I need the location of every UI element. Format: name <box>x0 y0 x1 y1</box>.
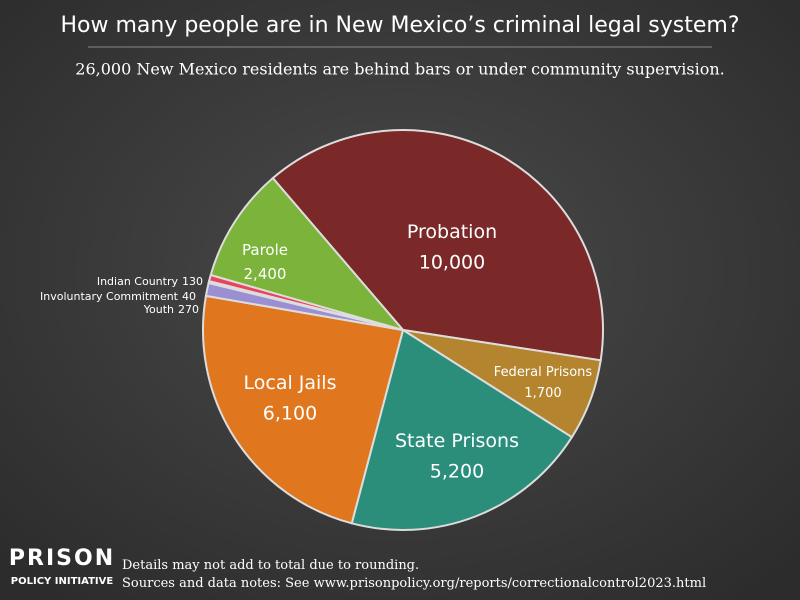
value-label: 6,100 <box>263 402 317 424</box>
value-label: 40 <box>182 290 196 303</box>
category-label: Local Jails <box>244 372 337 394</box>
slice-label: Federal Prisons 1,700 <box>494 365 593 401</box>
category-label: Involuntary Commitment <box>40 290 179 303</box>
chart-subtitle: 26,000 New Mexico residents are behind b… <box>75 60 724 79</box>
footnote: Sources and data notes: See www.prisonpo… <box>122 576 706 591</box>
category-label: Indian Country <box>97 275 179 288</box>
pie-slice <box>271 129 604 362</box>
chart-title: How many people are in New Mexico’s crim… <box>60 13 739 38</box>
value-label: 2,400 <box>244 265 287 283</box>
slice-label: Probation 10,000 <box>407 221 497 273</box>
slice-label: Indian Country 130 <box>97 275 203 288</box>
footnote: Details may not add to total due to roun… <box>122 558 419 573</box>
logo-top: PRISON <box>9 546 115 571</box>
slice-label: State Prisons 5,200 <box>395 430 519 482</box>
category-label: State Prisons <box>395 430 519 452</box>
slice-label: Local Jails 6,100 <box>244 372 337 424</box>
category-label: Youth <box>143 303 174 316</box>
slice-label: Parole 2,400 <box>242 241 288 283</box>
category-label: Federal Prisons <box>494 365 593 380</box>
value-label: 5,200 <box>430 460 484 482</box>
pie-slice <box>202 294 405 525</box>
pie-slice <box>350 328 574 531</box>
value-label: 270 <box>178 303 199 316</box>
value-label: 1,700 <box>524 385 561 400</box>
pie-slice <box>209 176 406 332</box>
category-label: Parole <box>242 241 288 259</box>
pie: Probation 10,000 Federal Prisons 1,700 State… <box>40 129 604 531</box>
slice-label: Youth 270 <box>143 303 199 316</box>
slice-label: Involuntary Commitment 40 <box>40 290 196 303</box>
value-label: 130 <box>182 275 203 288</box>
value-label: 10,000 <box>419 251 485 273</box>
category-label: Probation <box>407 221 497 243</box>
logo-bottom: POLICY INITIATIVE <box>11 576 114 587</box>
